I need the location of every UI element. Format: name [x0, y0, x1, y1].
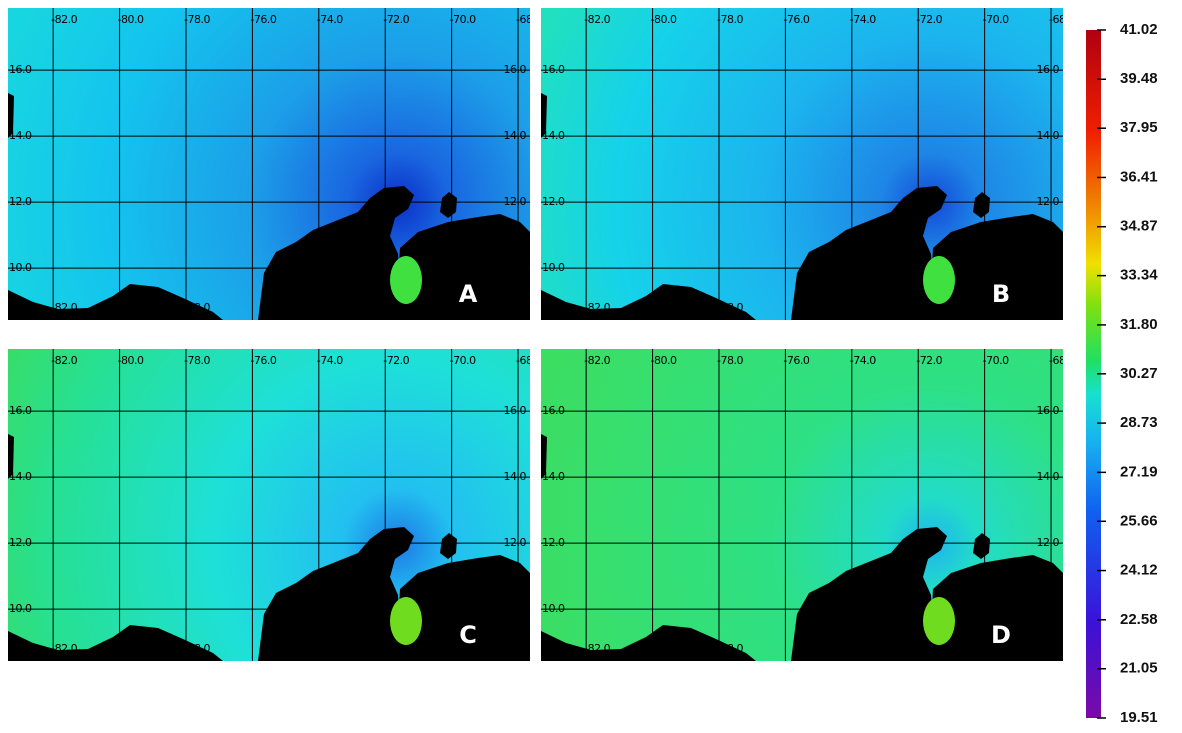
lon-label: -74.0 [850, 13, 876, 26]
lat-label-right: 10.0 [504, 261, 527, 274]
lat-label-left: 16.0 [542, 404, 565, 417]
lat-label-right: 16.0 [504, 404, 527, 417]
lon-label: -80.0 [651, 13, 677, 26]
lat-label-right: 12.0 [504, 536, 527, 549]
lon-label: -80.0 [118, 354, 144, 367]
lon-label: -70.0 [450, 13, 476, 26]
lat-label-left: 14.0 [9, 470, 32, 483]
lat-label-right: 10.0 [1037, 602, 1060, 615]
lat-label-left: 10.0 [9, 261, 32, 274]
colorbar-label: 27.19 [1120, 463, 1158, 480]
lat-label-left: 12.0 [9, 536, 32, 549]
lon-label: -74.0 [317, 13, 343, 26]
colorbar-label: 30.27 [1120, 365, 1158, 382]
lat-label-left: 10.0 [542, 602, 565, 615]
lon-label: -76.0 [250, 13, 276, 26]
lon-label: -78.0 [717, 13, 743, 26]
lat-label-right: 12.0 [504, 195, 527, 208]
colorbar-label: 25.66 [1120, 512, 1158, 529]
lat-label-left: 16.0 [9, 63, 32, 76]
lat-label-right: 16.0 [504, 63, 527, 76]
lon-label: -76.0 [783, 354, 809, 367]
lon-label: -70.0 [450, 354, 476, 367]
lon-label: -80.0 [118, 13, 144, 26]
lat-label-left: 12.0 [542, 536, 565, 549]
lon-label: -70.0 [983, 354, 1009, 367]
lon-label: -72.0 [383, 354, 409, 367]
colorbar-label: 21.05 [1120, 660, 1158, 677]
lat-label-right: 10.0 [504, 602, 527, 615]
panel-letter: C [459, 621, 477, 649]
lon-label: -82.0 [51, 13, 77, 26]
colorbar-label: 31.80 [1120, 316, 1158, 333]
lon-label: -82.0 [51, 354, 77, 367]
colorbar: 41.02 39.48 37.95 36.41 34.87 33.34 31.80 30.27… [1086, 21, 1158, 726]
lat-label-left: 12.0 [9, 195, 32, 208]
map-panel: -82.0-80.0-78.0-82.0-80.0-78.0-76.0-74.0… [8, 349, 543, 661]
lon-label: -74.0 [317, 354, 343, 367]
lon-label: -72.0 [383, 13, 409, 26]
lake [923, 256, 955, 304]
lon-label: -70.0 [983, 13, 1009, 26]
lat-label-left: 16.0 [542, 63, 565, 76]
lon-label: -68.0 [1049, 354, 1075, 367]
lat-label-right: 14.0 [504, 129, 527, 142]
lon-label: -76.0 [783, 13, 809, 26]
lon-label: -78.0 [184, 13, 210, 26]
lat-label-right: 14.0 [1037, 129, 1060, 142]
colorbar-label: 33.34 [1120, 267, 1158, 284]
panel-letter: B [992, 280, 1010, 308]
lat-label-left: 16.0 [9, 404, 32, 417]
lat-label-right: 10.0 [1037, 261, 1060, 274]
colorbar-label: 19.51 [1120, 709, 1158, 726]
lat-label-right: 14.0 [504, 470, 527, 483]
colorbar-label: 28.73 [1120, 414, 1158, 431]
lon-label: -78.0 [184, 354, 210, 367]
lat-label-left: 12.0 [542, 195, 565, 208]
panel-letter: A [459, 280, 478, 308]
lon-label: -72.0 [916, 13, 942, 26]
lat-label-right: 14.0 [1037, 470, 1060, 483]
lon-label: -78.0 [717, 354, 743, 367]
colorbar-label: 24.12 [1120, 562, 1158, 579]
panel-letter: D [991, 621, 1011, 649]
lat-label-right: 12.0 [1037, 195, 1060, 208]
lon-label: -82.0 [584, 354, 610, 367]
body: {"map": { "lon_lim": [-83.36, -67.64], "… [0, 0, 1182, 733]
lon-label: -68.0 [516, 13, 542, 26]
map-panel: -82.0-80.0-78.0-82.0-80.0-78.0-76.0-74.0… [541, 8, 1076, 320]
lat-label-left: 14.0 [542, 129, 565, 142]
lon-label: -68.0 [516, 354, 542, 367]
lake [923, 597, 955, 645]
colorbar-label: 41.02 [1120, 21, 1158, 38]
map-panel: -82.0-80.0-78.0-82.0-80.0-78.0-76.0-74.0… [8, 8, 543, 320]
lat-label-right: 12.0 [1037, 536, 1060, 549]
lat-label-right: 16.0 [1037, 63, 1060, 76]
lat-label-right: 16.0 [1037, 404, 1060, 417]
lon-label: -80.0 [651, 354, 677, 367]
lon-label: -72.0 [916, 354, 942, 367]
lat-label-left: 14.0 [542, 470, 565, 483]
colorbar-label: 39.48 [1120, 70, 1158, 87]
lake [390, 256, 422, 304]
figure: 41.02 39.48 37.95 36.41 34.87 33.34 31.80 30.27… [0, 0, 1182, 733]
colorbar-label: 34.87 [1120, 218, 1158, 235]
lat-label-left: 10.0 [542, 261, 565, 274]
colorbar-label: 36.41 [1120, 168, 1158, 185]
lon-label: -68.0 [1049, 13, 1075, 26]
colorbar-label: 22.58 [1120, 611, 1158, 628]
page: Sea surface temperature panels html, bod… [0, 0, 1182, 733]
lon-label: -74.0 [850, 354, 876, 367]
lat-label-left: 10.0 [9, 602, 32, 615]
lat-label-left: 14.0 [9, 129, 32, 142]
colorbar-label: 37.95 [1120, 119, 1158, 136]
lon-label: -76.0 [250, 354, 276, 367]
lake [390, 597, 422, 645]
lon-label: -82.0 [584, 13, 610, 26]
map-panel: -82.0-80.0-78.0-82.0-80.0-78.0-76.0-74.0… [541, 349, 1076, 661]
